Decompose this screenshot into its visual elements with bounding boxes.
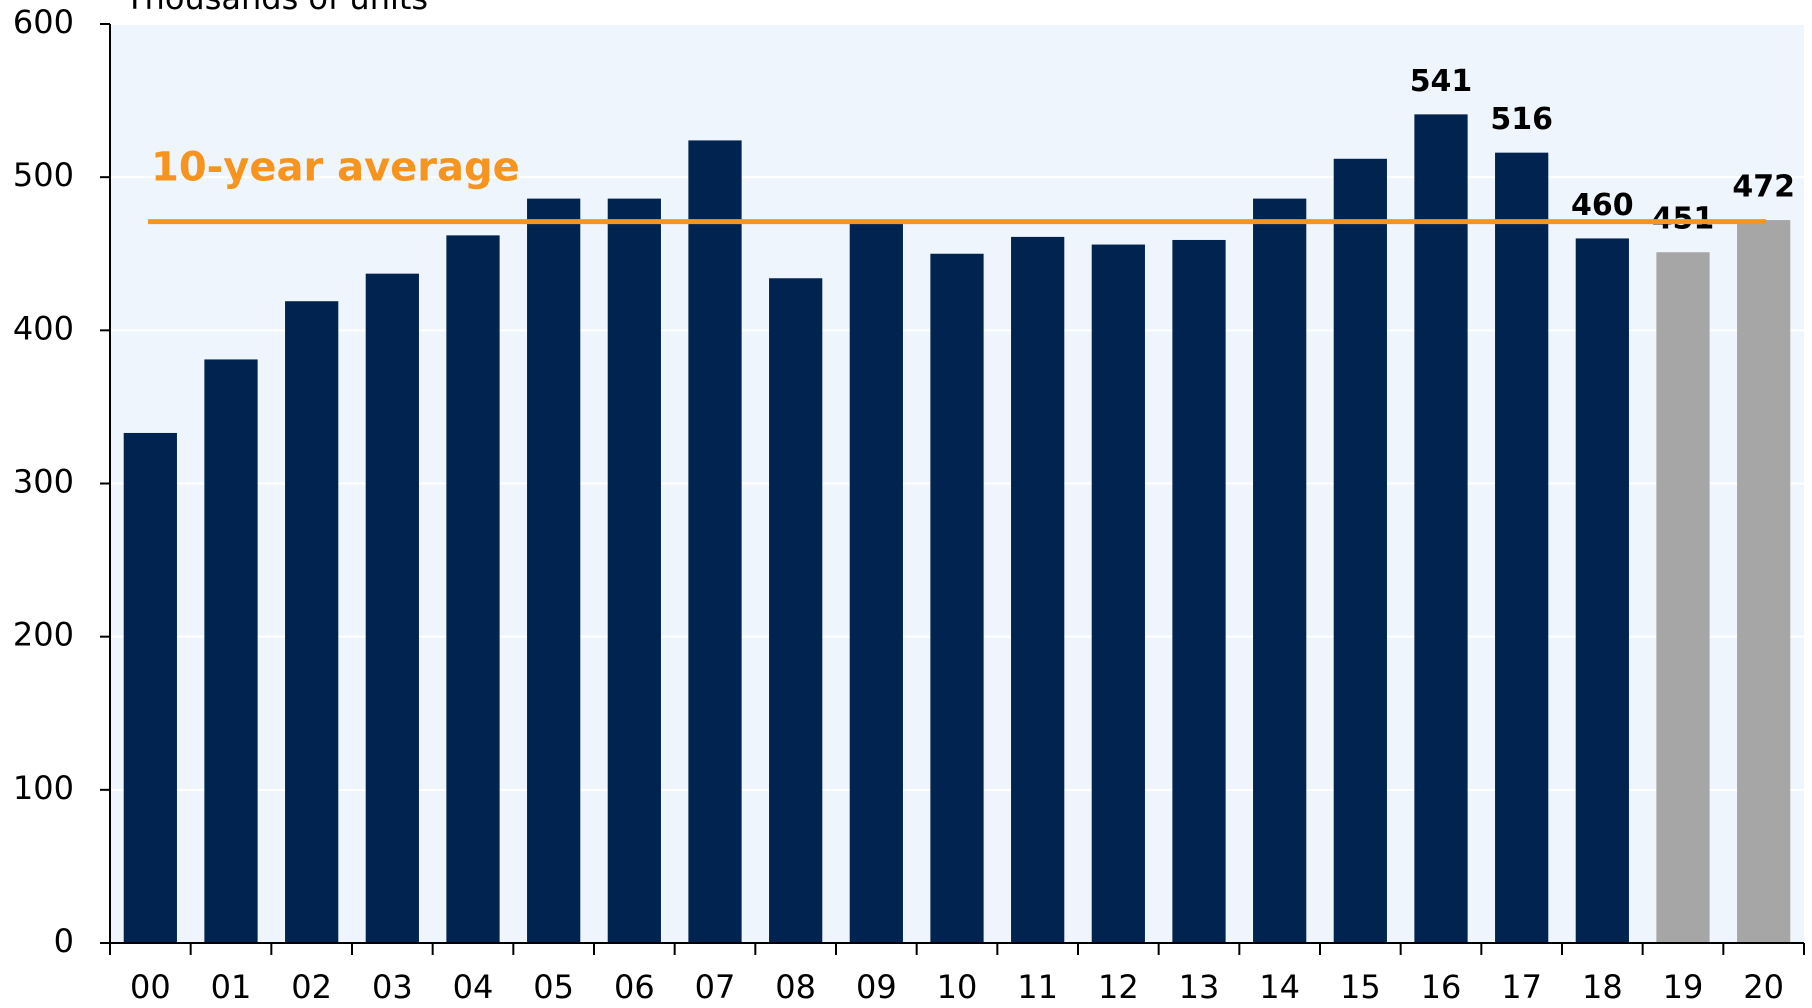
value-label: 472 [1732,170,1795,205]
bar [1011,236,1065,943]
x-tick-label: 09 [856,968,897,1006]
bar [769,278,823,943]
x-tick-label: 00 [130,968,171,1006]
x-tick-label: 16 [1421,968,1462,1006]
x-tick-label: 13 [1179,968,1220,1006]
bar [1737,220,1791,943]
bar [446,235,500,943]
y-tick-label: 100 [13,769,74,807]
y-tick-label: 200 [13,616,74,654]
x-tick-label: 08 [775,968,816,1006]
x-tick-label: 07 [695,968,736,1006]
x-tick-label: 15 [1340,968,1381,1006]
x-tick-label: 17 [1501,968,1542,1006]
x-tick-label: 06 [614,968,655,1006]
reference-label: 10-year average [151,145,520,191]
bar [1091,244,1145,943]
value-label: 516 [1490,102,1553,137]
y-tick-label: 500 [13,156,74,194]
x-tick-label: 14 [1259,968,1300,1006]
x-tick-label: 01 [211,968,252,1006]
bar [527,198,581,944]
bar [1333,158,1387,943]
bar [1656,252,1710,944]
x-tick-label: 05 [533,968,574,1006]
bar [607,198,661,944]
x-tick-label: 18 [1582,968,1623,1006]
bar [688,140,742,943]
y-axis-label: Thousands of units [124,0,428,17]
value-label: 460 [1571,188,1634,223]
bar [285,301,339,943]
x-tick-label: 10 [937,968,978,1006]
bar [930,253,984,943]
bar [204,359,258,943]
value-label: 541 [1410,64,1473,99]
x-tick-label: 12 [1098,968,1139,1006]
y-tick-label: 400 [13,309,74,347]
x-tick-label: 11 [1017,968,1058,1006]
x-tick-label: 03 [372,968,413,1006]
y-tick-label: 600 [13,3,74,41]
bar [123,432,177,943]
bar [365,273,419,944]
bar [1575,238,1629,943]
x-tick-label: 20 [1743,968,1784,1006]
x-tick-label: 02 [291,968,332,1006]
y-tick-label: 0 [54,922,74,960]
bar [1414,114,1468,943]
bar [1172,239,1226,944]
bar [1253,198,1307,944]
y-tick-label: 300 [13,463,74,501]
bar [1495,152,1549,943]
x-tick-label: 19 [1663,968,1704,1006]
bar [849,223,903,943]
x-tick-label: 04 [453,968,494,1006]
